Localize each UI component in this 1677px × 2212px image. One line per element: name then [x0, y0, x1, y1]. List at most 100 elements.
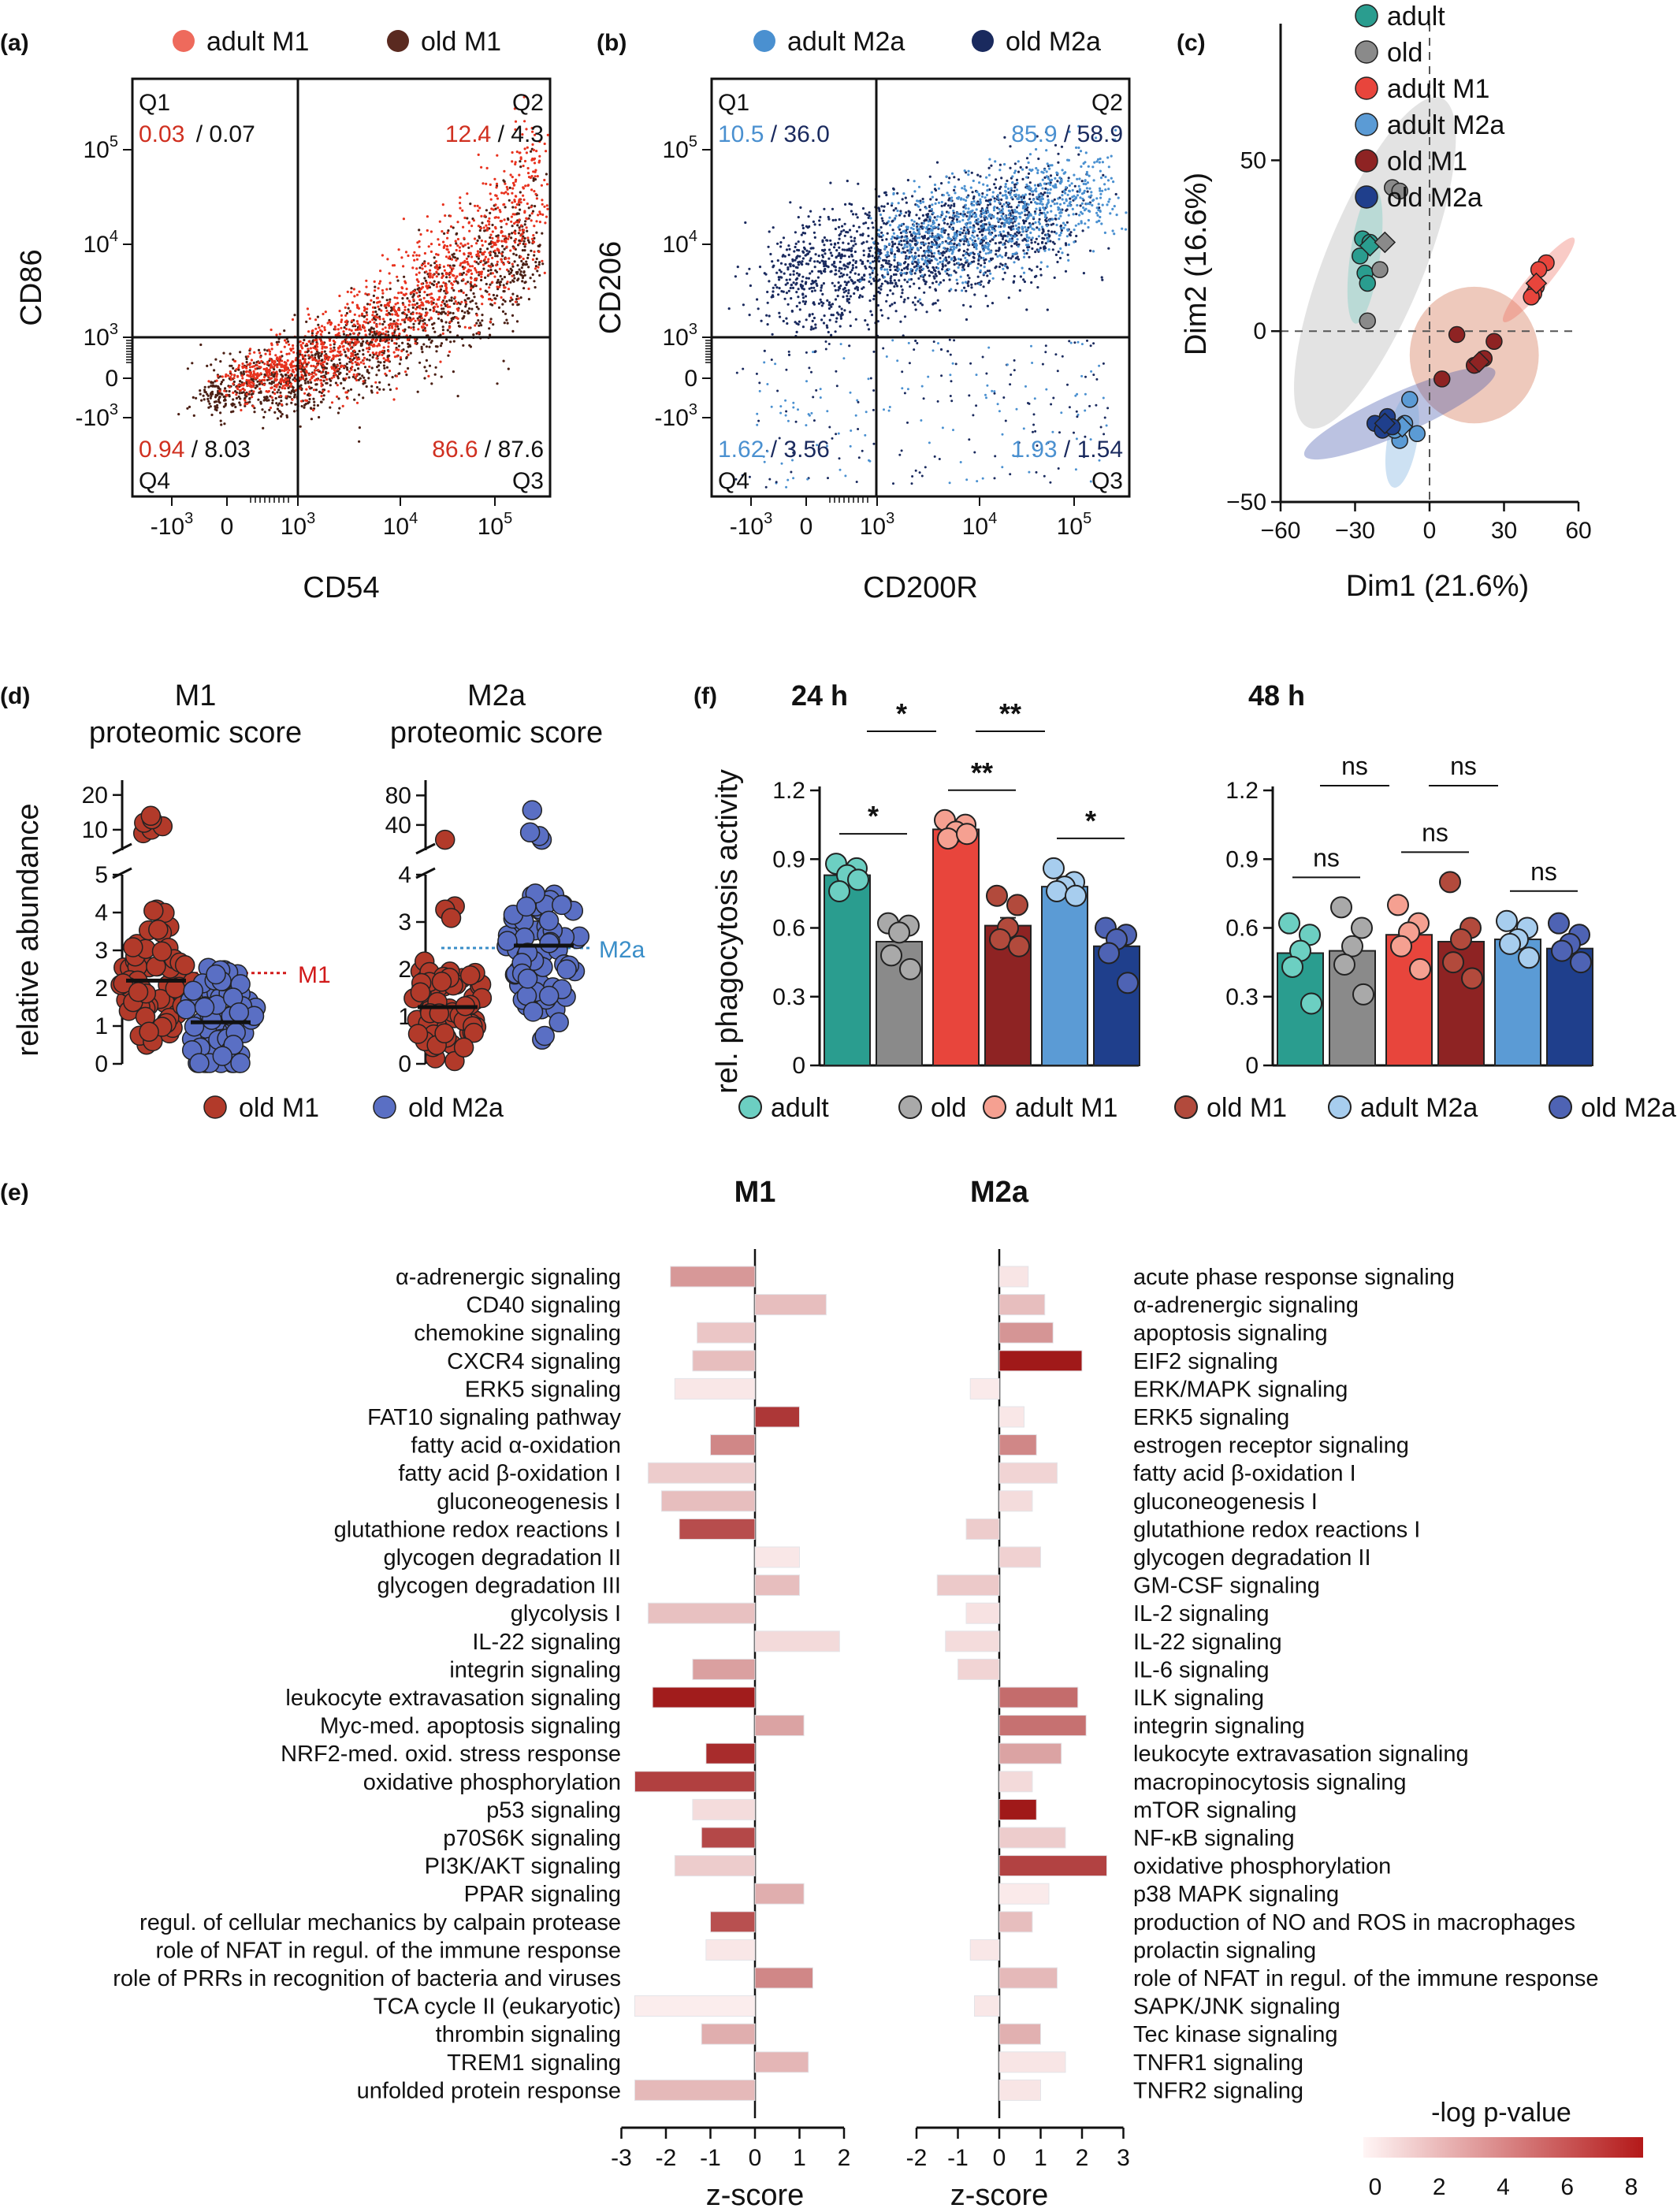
flow-dot-old	[310, 418, 313, 421]
flow-dot-old	[516, 279, 519, 282]
flow-dot-old	[1086, 190, 1089, 193]
flow-dot-old	[850, 249, 853, 252]
flow-dot-adult	[1064, 224, 1067, 227]
flow-dot-adult	[240, 374, 244, 377]
flow-dot-old	[850, 269, 853, 272]
flow-dot-old	[381, 322, 385, 326]
flow-dot-adult	[475, 271, 478, 274]
flow-dot-old	[792, 273, 795, 276]
flow-dot-old	[896, 249, 899, 252]
flow-dot-old	[405, 374, 408, 377]
flow-dot-old	[521, 280, 524, 283]
flow-dot-adult	[467, 221, 470, 225]
flow-dot-adult	[496, 236, 500, 240]
flow-dot-adult	[382, 346, 385, 349]
flow-dot-old	[495, 235, 498, 238]
flow-dot-adult	[489, 320, 492, 323]
flow-dot-adult	[250, 359, 253, 362]
flow-dot-adult	[338, 294, 341, 298]
flow-dot-old	[879, 288, 883, 291]
flow-dot-adult	[312, 388, 316, 392]
flow-dot-adult	[352, 288, 355, 291]
flow-dot-adult	[322, 368, 325, 371]
flow-dot-old	[412, 325, 415, 329]
flow-dot-adult	[979, 269, 982, 272]
flow-dot-old	[842, 291, 846, 294]
flow-dot-adult	[392, 305, 396, 308]
flow-dot-old	[853, 272, 857, 275]
flow-dot-old	[813, 260, 816, 263]
flow-dot-old	[868, 299, 872, 303]
flow-dot-old	[846, 273, 849, 277]
flow-dot-adult	[917, 236, 921, 240]
flow-dot-old	[827, 257, 831, 260]
flow-dot-adult	[271, 360, 274, 364]
flow-dot-old	[1022, 221, 1026, 225]
flow-dot-old	[885, 238, 888, 241]
flow-dot-old	[345, 362, 348, 366]
flow-dot-old	[428, 318, 431, 322]
flow-dot-old	[853, 240, 856, 243]
flow-dot-adult	[456, 244, 459, 247]
flow-dot-old	[385, 339, 389, 342]
flow-dot-adult	[903, 243, 906, 247]
flow-dot-old	[833, 242, 837, 245]
flow-dot-old	[423, 318, 426, 322]
flow-dot-adult	[1106, 179, 1110, 182]
flow-dot-old	[294, 403, 297, 406]
flow-dot-adult	[1073, 173, 1076, 177]
flow-dot-adult	[976, 217, 980, 221]
flow-dot-adult	[215, 379, 218, 382]
flow-dot-adult	[1022, 255, 1026, 258]
flow-dot-adult	[283, 387, 287, 390]
flow-dot-old	[788, 247, 791, 251]
flow-dot-old	[529, 277, 532, 280]
flow-dot-adult	[272, 370, 275, 374]
flow-dot-adult	[441, 332, 444, 335]
flow-dot-old	[1036, 243, 1039, 246]
flow-dot-old	[467, 311, 470, 314]
flow-dot-adult	[512, 184, 516, 187]
flow-dot-old	[221, 378, 225, 381]
flow-dot-adult	[1066, 229, 1069, 232]
flow-dot-old	[336, 375, 340, 378]
flow-dot-old	[253, 411, 256, 414]
flow-dot-old	[983, 262, 987, 265]
flow-dot-adult	[514, 180, 517, 183]
flow-dot-adult	[407, 317, 410, 320]
flow-dot-adult	[399, 356, 402, 359]
flow-dot-adult	[503, 191, 506, 195]
flow-dot-adult	[422, 303, 425, 307]
flow-dot-adult	[1074, 197, 1077, 200]
flow-dot-adult	[368, 303, 371, 306]
flow-dot-old	[799, 206, 802, 209]
flow-dot-adult	[1037, 194, 1040, 197]
flow-dot-adult	[326, 371, 329, 374]
flow-dot-adult	[899, 212, 902, 215]
flow-dot-adult	[207, 380, 210, 383]
flow-dot-adult	[509, 249, 512, 252]
flow-dot-old	[909, 277, 913, 281]
flow-dot-old	[333, 346, 336, 349]
flow-dot-adult	[519, 234, 522, 237]
flow-dot-old	[511, 303, 515, 306]
flow-dot-old	[485, 209, 489, 212]
flow-dot-old	[892, 187, 895, 190]
flow-dot-old	[1051, 248, 1054, 251]
flow-dot-adult	[1076, 177, 1079, 180]
flow-dot-adult	[437, 243, 441, 247]
flow-dot-adult	[1047, 188, 1050, 191]
flow-dot-adult	[504, 191, 508, 194]
flow-dot-adult	[538, 221, 542, 224]
flow-dot-adult	[1047, 199, 1050, 202]
flow-dot-adult	[976, 252, 980, 256]
flow-dot-old	[843, 267, 846, 270]
flow-dot-adult	[221, 375, 224, 378]
flow-dot-old	[219, 360, 222, 363]
flow-dot-adult	[950, 288, 953, 291]
flow-dot-old	[358, 349, 361, 353]
flow-dot-old	[872, 298, 876, 301]
flow-dot-adult	[442, 246, 445, 249]
flow-dot-adult	[1059, 208, 1062, 211]
flow-dot-old	[1028, 267, 1031, 270]
